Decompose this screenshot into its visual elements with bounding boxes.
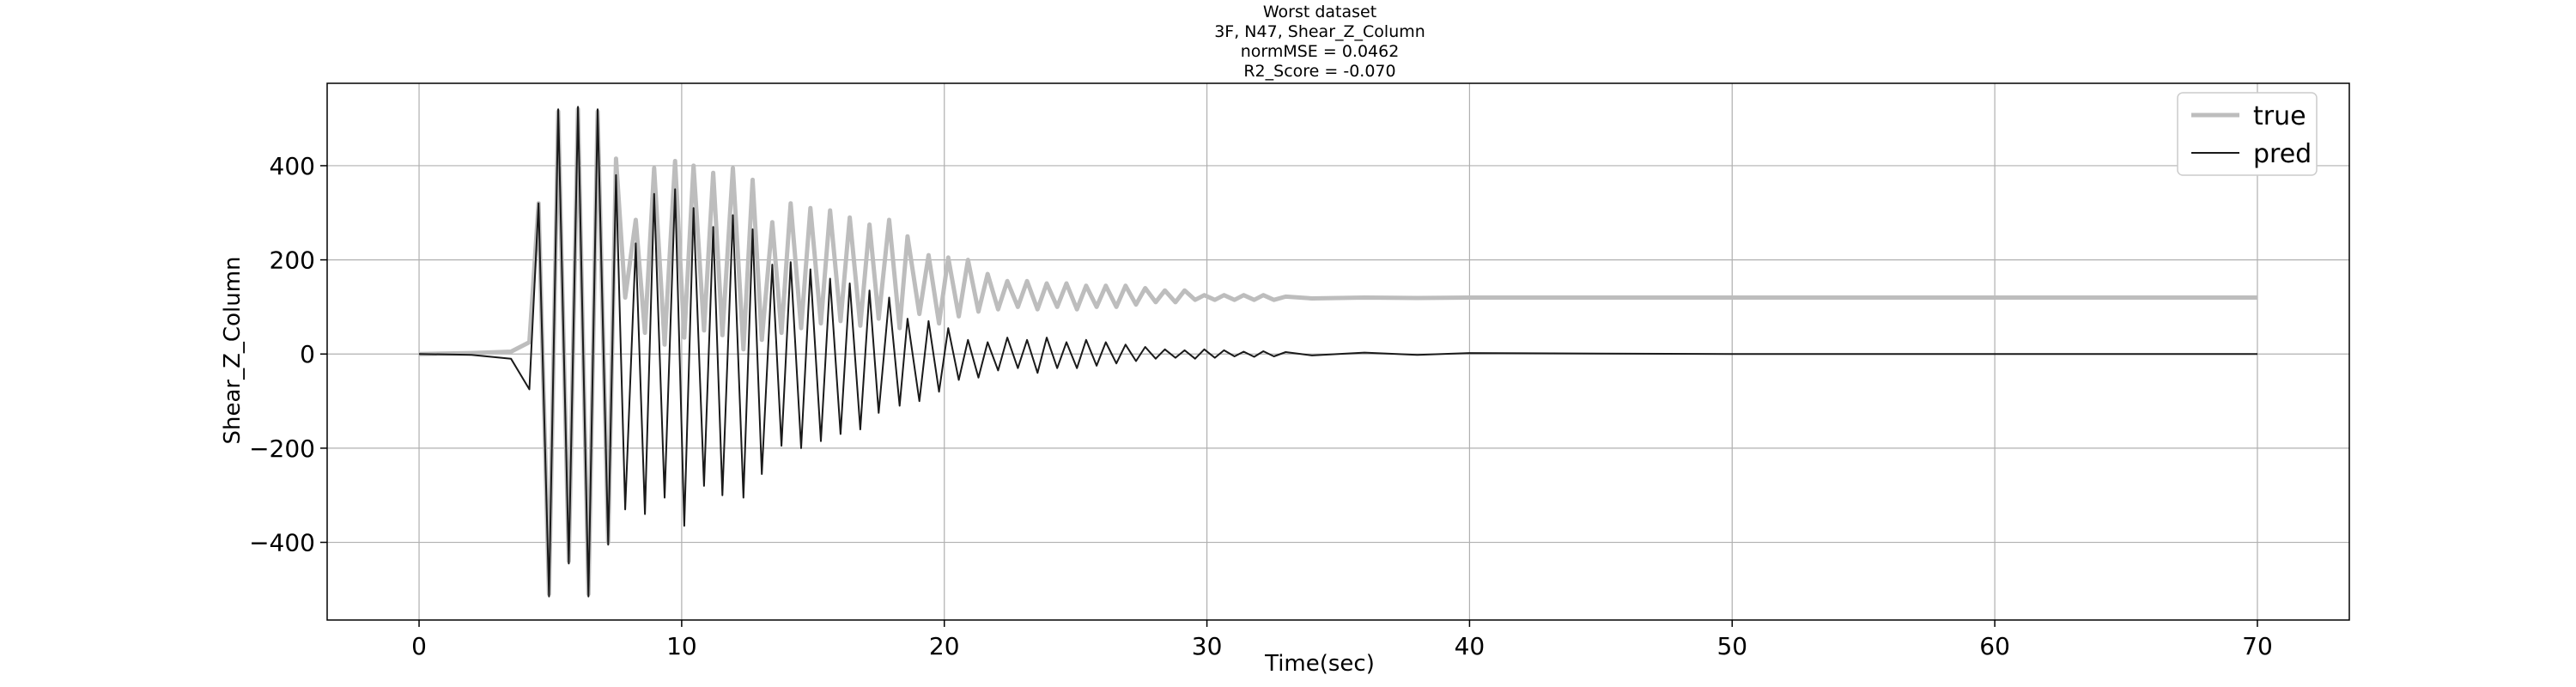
y-tick-label: 400: [270, 152, 315, 180]
plot-area-frame: [326, 82, 2350, 621]
grid: [327, 83, 2349, 620]
x-tick-label: 50: [1716, 632, 1747, 660]
y-axis-label: Shear_Z_Column: [220, 257, 246, 445]
series-layer: [418, 106, 2257, 598]
series-line-true: [418, 106, 2257, 597]
title-line-4: R2_Score = -0.070: [1243, 62, 1395, 81]
y-tick-label: 200: [270, 246, 315, 275]
x-tick-label: 0: [411, 632, 427, 660]
y-tick-label: −400: [249, 529, 315, 557]
title-line-1: Worst dataset: [1263, 3, 1376, 21]
legend: true pred: [2177, 92, 2318, 176]
legend-label-true: true: [2253, 101, 2306, 131]
y-tick-label: −200: [249, 435, 315, 463]
series-line-pred: [418, 106, 2257, 598]
x-axis-ticks: 0 10 20 30 40 50 60 70: [411, 620, 2273, 660]
y-axis-ticks: −400 −200 0 200 400: [249, 152, 327, 557]
x-tick-label: 60: [1979, 632, 2010, 660]
x-tick-label: 70: [2242, 632, 2273, 660]
x-axis-label: Time(sec): [1264, 651, 1375, 677]
title-line-2: 3F, N47, Shear_Z_Column: [1214, 22, 1425, 41]
x-tick-label: 20: [929, 632, 960, 660]
x-tick-label: 40: [1455, 632, 1485, 660]
x-tick-label: 10: [666, 632, 697, 660]
x-tick-label: 30: [1192, 632, 1223, 660]
title-line-3: normMSE = 0.0462: [1241, 42, 1400, 61]
legend-label-pred: pred: [2253, 139, 2312, 169]
y-tick-label: 0: [300, 340, 315, 368]
chart-title: Worst dataset 3F, N47, Shear_Z_Column no…: [1214, 3, 1425, 81]
